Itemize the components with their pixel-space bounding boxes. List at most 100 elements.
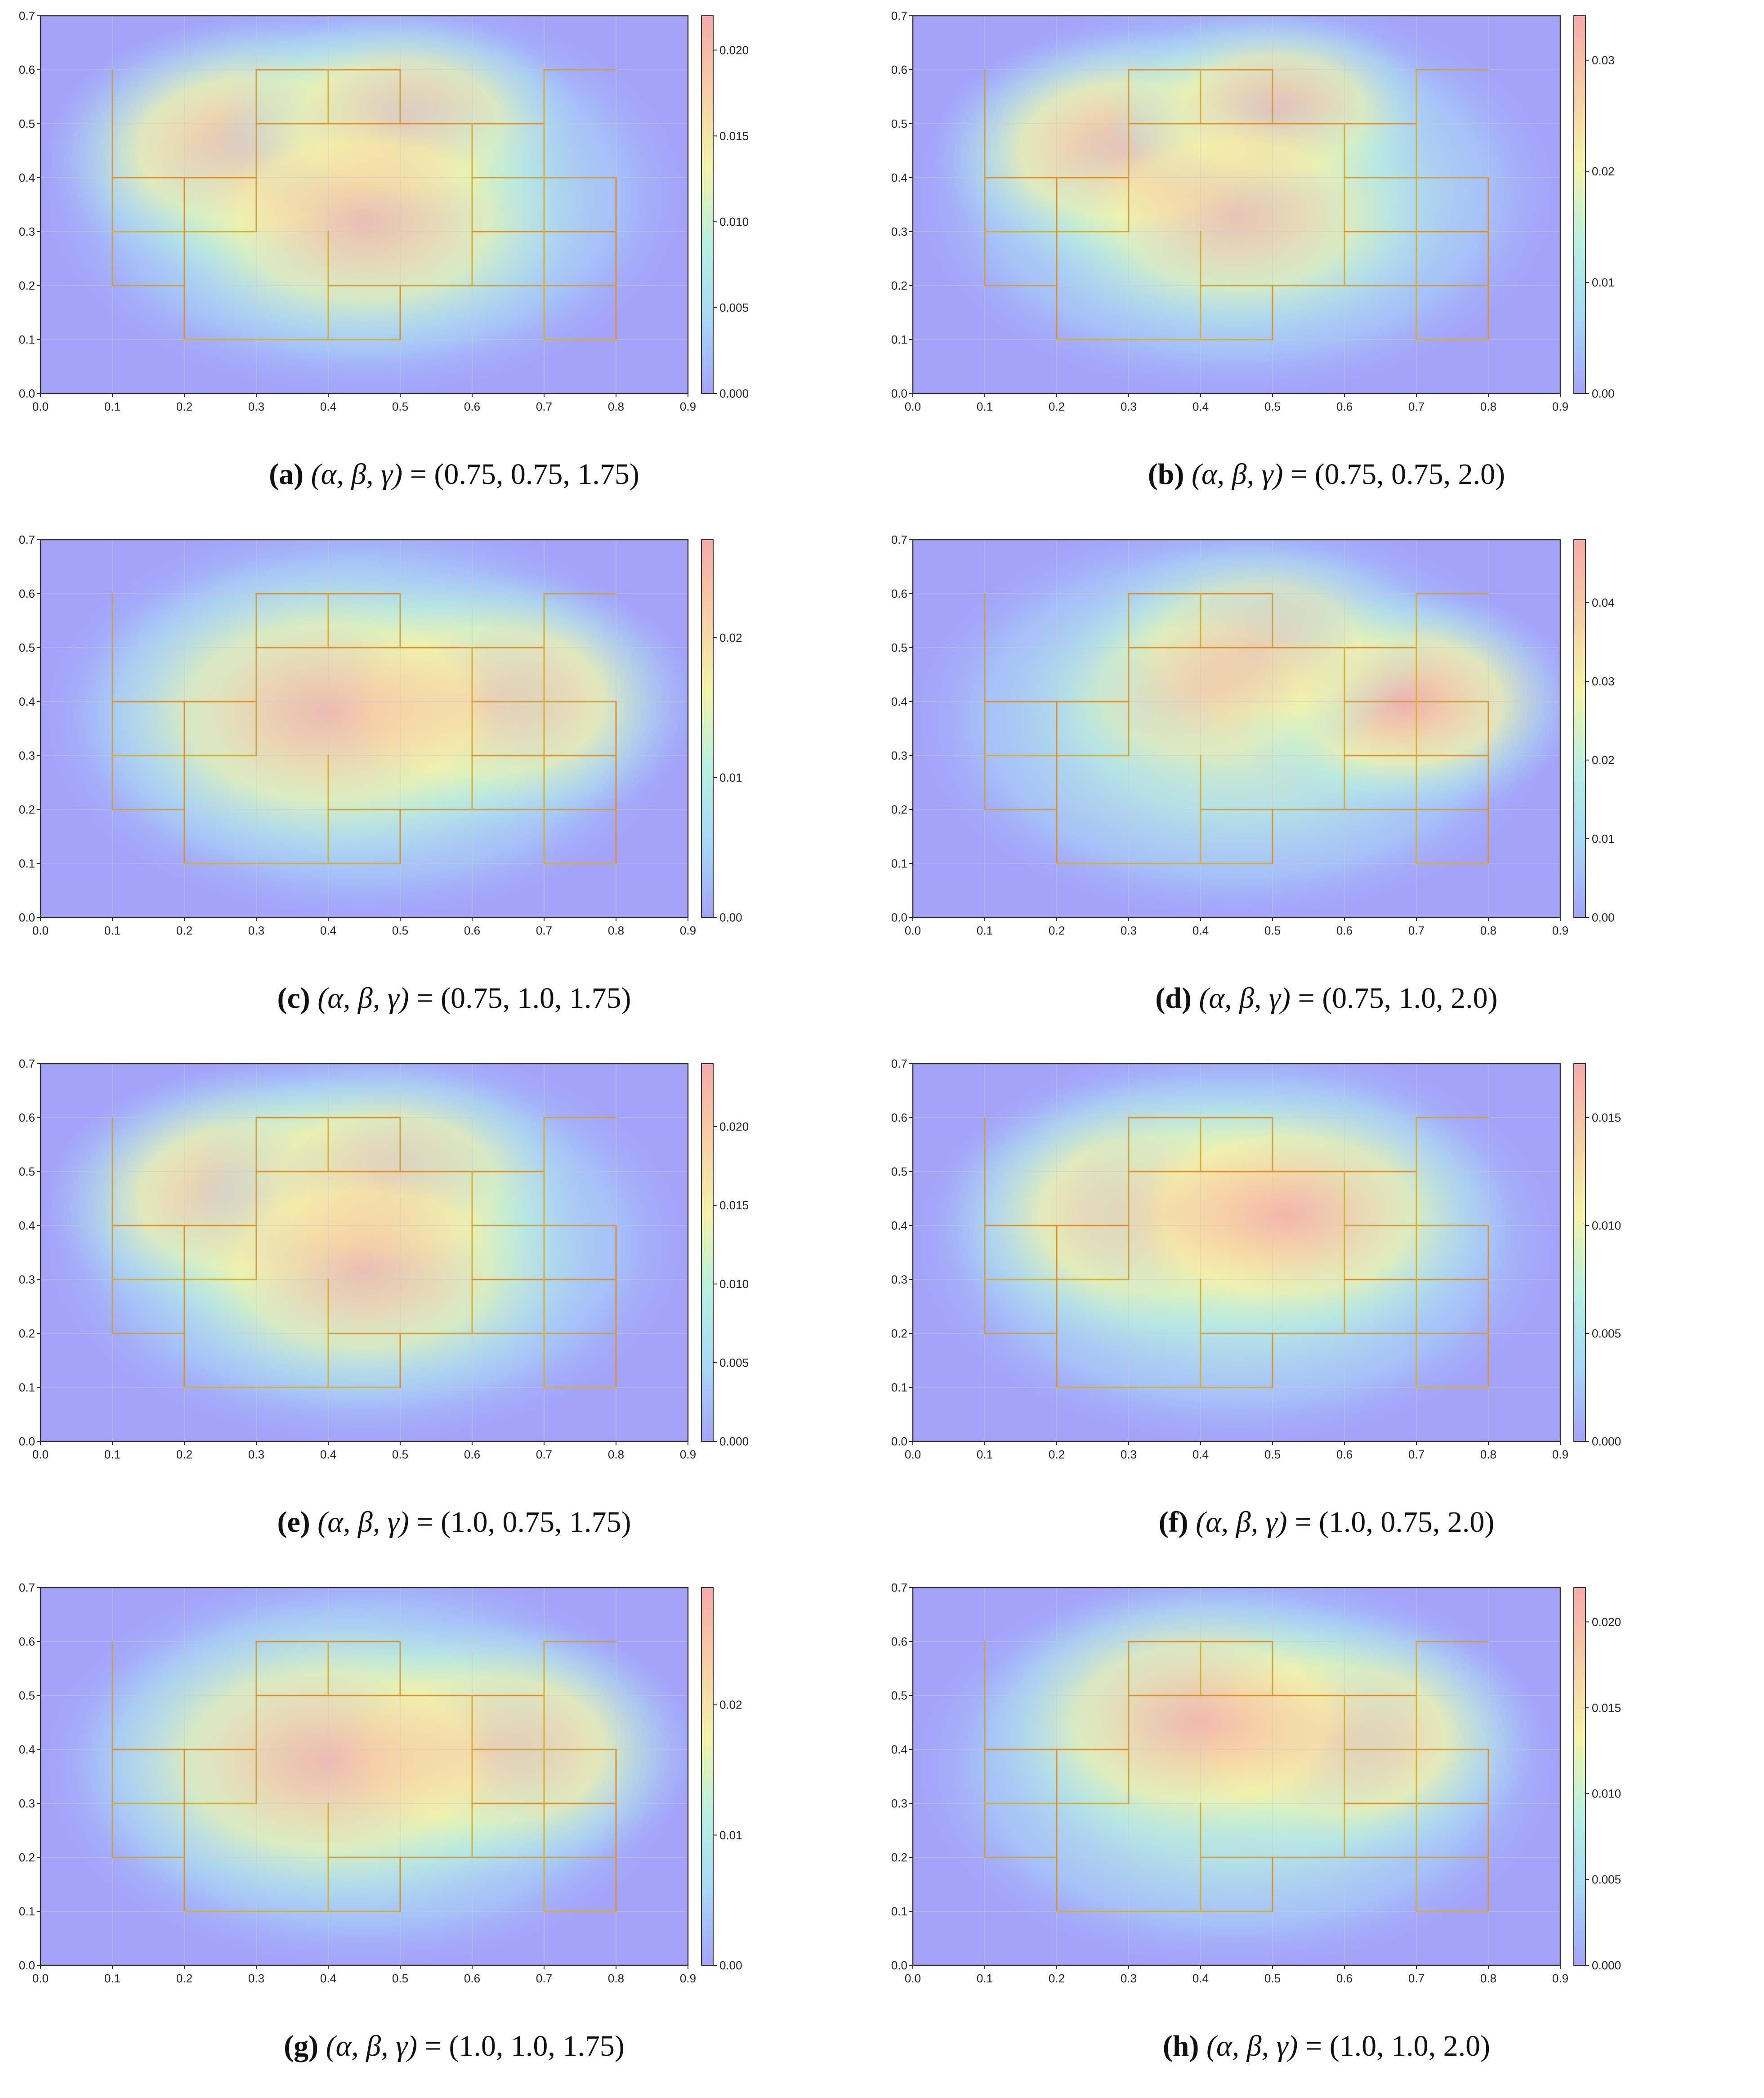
y-tick-label: 0.5 — [19, 1689, 35, 1702]
colorbar: 0.000 0.005 0.010 0.015 0.020 — [1573, 1587, 1621, 1972]
caption-params: (1.0, 1.0, 2.0) — [1329, 2030, 1491, 2062]
y-tick-label: 0.4 — [891, 1219, 907, 1232]
axes-frame — [912, 15, 1561, 394]
x-tick-label: 0.3 — [1121, 400, 1137, 413]
axes-frame — [40, 1587, 689, 1966]
ticks: 0.0 0.1 0.2 0.3 0.4 0.5 0.6 0.7 0.8 0.9 0.0 0.1 0.2 0… — [891, 9, 1568, 413]
y-tick-label: 0.1 — [19, 857, 35, 870]
y-tick-label: 0.4 — [19, 1219, 35, 1232]
panel-f: 0.0 0.1 0.2 0.3 0.4 0.5 0.6 0.7 0.8 0.9 0.0 0.1 0.2 0… — [891, 1048, 1754, 1574]
x-tick-label: 0.3 — [248, 1972, 264, 1985]
colorbar-tick-label: 0.01 — [1592, 276, 1615, 289]
x-tick-label: 0.4 — [320, 1972, 336, 1985]
region-outlines — [984, 593, 1489, 864]
y-tick-label: 0.0 — [891, 1959, 907, 1972]
region-outlines — [984, 1641, 1489, 1912]
y-tick-label: 0.4 — [19, 695, 35, 708]
x-tick-label: 0.8 — [608, 1972, 624, 1985]
caption-equals: = — [1305, 2030, 1330, 2062]
x-tick-label: 0.9 — [1552, 1972, 1568, 1985]
x-tick-label: 0.0 — [905, 1448, 921, 1461]
x-tick-label: 0.5 — [1264, 1448, 1281, 1461]
colorbar-tick-label: 0.00 — [719, 911, 742, 924]
x-tick-label: 0.6 — [1336, 400, 1353, 413]
y-tick-label: 0.2 — [891, 279, 907, 292]
ticks: 0.0 0.1 0.2 0.3 0.4 0.5 0.6 0.7 0.8 0.9 0.0 0.1 0.2 0… — [19, 1057, 696, 1461]
heatmap-field — [40, 16, 688, 394]
x-tick-label: 0.1 — [104, 1448, 121, 1461]
colorbar-tick-label: 0.015 — [1592, 1701, 1621, 1714]
caption-params: (0.75, 1.0, 1.75) — [441, 982, 631, 1015]
x-tick-label: 0.4 — [320, 924, 336, 937]
x-tick-label: 0.9 — [1552, 400, 1568, 413]
caption-letter: (c) — [277, 982, 310, 1015]
x-tick-label: 0.2 — [176, 1448, 192, 1461]
y-tick-label: 0.7 — [19, 533, 35, 546]
y-tick-label: 0.2 — [19, 803, 35, 816]
x-tick-label: 0.9 — [680, 924, 696, 937]
colorbar-gradient — [1573, 15, 1586, 394]
y-tick-label: 0.0 — [19, 1435, 35, 1448]
x-tick-label: 0.6 — [1336, 1972, 1353, 1985]
heatmap-chart-c: 0.0 0.1 0.2 0.3 0.4 0.5 0.6 0.7 0.8 0.9 0.0 0.1 0.2 0… — [19, 533, 742, 937]
colorbar: 0.000 0.005 0.010 0.015 0.020 — [701, 15, 749, 400]
colorbar: 0.00 0.01 0.02 — [701, 1587, 742, 1972]
y-tick-label: 0.6 — [891, 1111, 907, 1124]
y-tick-label: 0.6 — [891, 63, 907, 76]
colorbar-tick-label: 0.01 — [719, 771, 742, 784]
y-tick-label: 0.1 — [19, 1905, 35, 1918]
region-outlines — [112, 1641, 617, 1912]
y-tick-label: 0.3 — [19, 749, 35, 762]
x-tick-label: 0.1 — [104, 1972, 121, 1985]
y-tick-label: 0.0 — [891, 387, 907, 400]
x-tick-label: 0.9 — [1552, 1448, 1568, 1461]
x-tick-label: 0.7 — [1408, 400, 1425, 413]
x-tick-label: 0.7 — [536, 1448, 552, 1461]
x-tick-label: 0.4 — [1192, 400, 1209, 413]
caption-symbols: (α, β, γ) — [304, 458, 410, 491]
caption-d: (d) (α, β, γ) = (0.75, 1.0, 2.0) — [899, 974, 1754, 1023]
x-tick-label: 0.5 — [1264, 1972, 1281, 1985]
caption-params: (1.0, 1.0, 1.75) — [449, 2030, 625, 2062]
x-tick-label: 0.7 — [1408, 1972, 1425, 1985]
colorbar-gradient — [701, 539, 714, 918]
x-tick-label: 0.6 — [464, 400, 480, 413]
heatmap-chart-g: 0.0 0.1 0.2 0.3 0.4 0.5 0.6 0.7 0.8 0.9 0.0 0.1 0.2 0… — [19, 1581, 742, 1985]
y-tick-label: 0.5 — [891, 1689, 907, 1702]
colorbar-tick-label: 0.02 — [719, 1698, 742, 1712]
ticks: 0.0 0.1 0.2 0.3 0.4 0.5 0.6 0.7 0.8 0.9 0.0 0.1 0.2 0… — [19, 9, 696, 413]
x-tick-label: 0.8 — [1480, 1448, 1496, 1461]
ticks: 0.0 0.1 0.2 0.3 0.4 0.5 0.6 0.7 0.8 0.9 0.0 0.1 0.2 0… — [891, 1057, 1568, 1461]
caption-g: (g) (α, β, γ) = (1.0, 1.0, 1.75) — [27, 2022, 881, 2071]
axes-frame — [40, 539, 689, 918]
y-tick-label: 0.6 — [19, 1111, 35, 1124]
y-tick-label: 0.4 — [891, 1743, 907, 1756]
colorbar-tick-label: 0.04 — [1592, 596, 1615, 609]
x-tick-label: 0.3 — [248, 400, 264, 413]
x-tick-label: 0.2 — [176, 400, 192, 413]
colorbar-tick-label: 0.010 — [1592, 1787, 1621, 1800]
y-tick-label: 0.5 — [19, 1165, 35, 1178]
caption-b: (b) (α, β, γ) = (0.75, 0.75, 2.0) — [899, 450, 1754, 499]
axes-frame — [912, 1063, 1561, 1442]
y-tick-label: 0.2 — [19, 279, 35, 292]
x-tick-label: 0.4 — [1192, 1448, 1209, 1461]
panel-a: 0.0 0.1 0.2 0.3 0.4 0.5 0.6 0.7 0.8 0.9 0.0 0.1 0.2 0… — [19, 0, 881, 526]
y-tick-label: 0.2 — [891, 1851, 907, 1864]
x-tick-label: 0.9 — [680, 400, 696, 413]
colorbar-gradient — [701, 15, 714, 394]
caption-symbols: (α, β, γ) — [318, 2030, 425, 2062]
colorbar-tick-label: 0.010 — [1592, 1219, 1621, 1232]
y-tick-label: 0.7 — [19, 1581, 35, 1594]
colorbar-tick-label: 0.010 — [719, 215, 749, 228]
x-tick-label: 0.5 — [392, 1448, 408, 1461]
x-tick-label: 0.3 — [1121, 1448, 1137, 1461]
colorbar-tick-label: 0.01 — [1592, 832, 1615, 845]
y-tick-label: 0.1 — [891, 333, 907, 346]
colorbar-gradient — [1573, 1587, 1586, 1966]
caption-equals: = — [424, 2030, 449, 2062]
x-tick-label: 0.6 — [464, 1972, 480, 1985]
heatmap-field — [40, 1588, 688, 1965]
x-tick-label: 0.9 — [680, 1448, 696, 1461]
y-tick-label: 0.4 — [19, 1743, 35, 1756]
